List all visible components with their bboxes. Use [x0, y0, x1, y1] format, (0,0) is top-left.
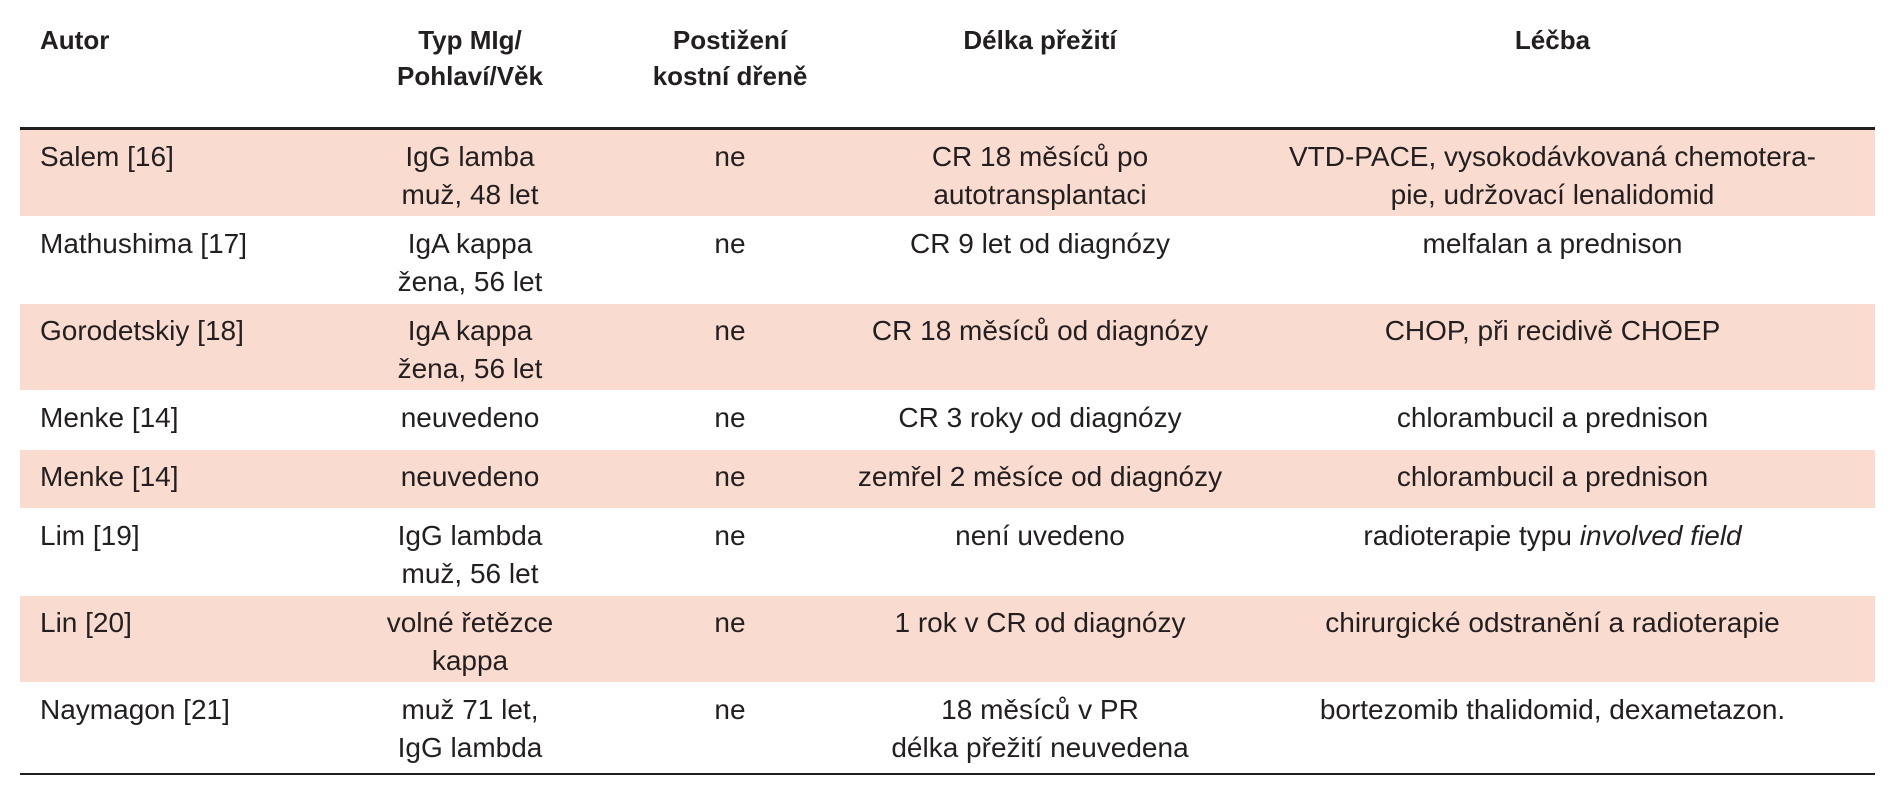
cell-delka: CR 3 roky od diagnózy [850, 390, 1230, 450]
table-row: Lim [19] IgG lambda muž, 56 let ne není uved… [20, 508, 1875, 596]
header-lecba: Léčba [1230, 0, 1875, 130]
cell-postizeni: ne [610, 390, 850, 450]
survival-table: Autor Typ MIg/ Pohlaví/Věk Postižení kos… [20, 0, 1875, 775]
cell-postizeni: ne [610, 508, 850, 596]
cell-delka: 1 rok v CR od diagnózy [850, 595, 1230, 683]
cell-delka: zemřel 2 měsíce od diagnózy [850, 449, 1230, 509]
header-delka: Délka přežití [850, 0, 1230, 130]
cell-typ: IgG lamba muž, 48 let [330, 128, 610, 217]
cell-postizeni: ne [610, 128, 850, 217]
table-body: Salem [16] IgG lamba muž, 48 let ne CR 18 mě… [20, 128, 1875, 775]
cell-typ: IgG lambda muž, 56 let [330, 508, 610, 596]
cell-autor: Salem [16] [20, 128, 330, 217]
cell-postizeni: ne [610, 303, 850, 391]
table-row: Mathushima [17] IgA kappa žena, 56 let ne CR… [20, 216, 1875, 304]
header-typ: Typ MIg/ Pohlaví/Věk [330, 0, 610, 130]
cell-autor: Gorodetskiy [18] [20, 303, 330, 391]
cell-delka: CR 18 měsíců od diagnózy [850, 303, 1230, 391]
cell-postizeni: ne [610, 449, 850, 509]
cell-typ: IgA kappa žena, 56 let [330, 303, 610, 391]
cell-lecba: radioterapie typu involved field [1230, 508, 1875, 596]
cell-postizeni: ne [610, 595, 850, 683]
cell-autor: Lim [19] [20, 508, 330, 596]
cell-lecba: chlorambucil a prednison [1230, 390, 1875, 450]
cell-typ: neuvedeno [330, 449, 610, 509]
cell-lecba: chirurgické odstranění a radioterapie [1230, 595, 1875, 683]
cell-autor: Menke [14] [20, 390, 330, 450]
cell-autor: Naymagon [21] [20, 682, 330, 775]
cell-delka: CR 9 let od diagnózy [850, 216, 1230, 304]
cell-postizeni: ne [610, 682, 850, 775]
cell-postizeni: ne [610, 216, 850, 304]
cell-lecba: VTD-PACE, vysokodávkovaná chemotera-pie,… [1230, 128, 1875, 217]
table-row: Lin [20] volné řetězce kappa ne 1 rok v CR o… [20, 595, 1875, 683]
table-row: Menke [14] neuvedeno ne CR 3 roky od diagnó… [20, 390, 1875, 450]
cell-lecba: chlorambucil a prednison [1230, 449, 1875, 509]
cell-typ: neuvedeno [330, 390, 610, 450]
cell-lecba: melfalan a prednison [1230, 216, 1875, 304]
cell-delka: CR 18 měsíců po autotransplantaci [850, 128, 1230, 217]
cell-autor: Menke [14] [20, 449, 330, 509]
table-row: Menke [14] neuvedeno ne zemřel 2 měsíce od … [20, 449, 1875, 509]
cell-delka: není uvedeno [850, 508, 1230, 596]
header-postizeni: Postižení kostní dřeně [610, 0, 850, 130]
table-row: Naymagon [21] muž 71 let, IgG lambda ne 18 m… [20, 682, 1875, 775]
table-row: Salem [16] IgG lamba muž, 48 let ne CR 18 mě… [20, 128, 1875, 217]
cell-lecba: bortezomib thalidomid, dexametazon. [1230, 682, 1875, 775]
data-table-container: Autor Typ MIg/ Pohlaví/Věk Postižení kos… [20, 0, 1875, 775]
cell-autor: Mathushima [17] [20, 216, 330, 304]
cell-typ: muž 71 let, IgG lambda [330, 682, 610, 775]
cell-autor: Lin [20] [20, 595, 330, 683]
cell-typ: IgA kappa žena, 56 let [330, 216, 610, 304]
header-autor: Autor [20, 0, 330, 130]
cell-delka: 18 měsíců v PR délka přežití neuvedena [850, 682, 1230, 775]
table-header: Autor Typ MIg/ Pohlaví/Věk Postižení kos… [20, 0, 1875, 130]
cell-lecba: CHOP, při recidivě CHOEP [1230, 303, 1875, 391]
header-row: Autor Typ MIg/ Pohlaví/Věk Postižení kos… [20, 0, 1875, 130]
cell-typ: volné řetězce kappa [330, 595, 610, 683]
table-row: Gorodetskiy [18] IgA kappa žena, 56 let ne C… [20, 303, 1875, 391]
